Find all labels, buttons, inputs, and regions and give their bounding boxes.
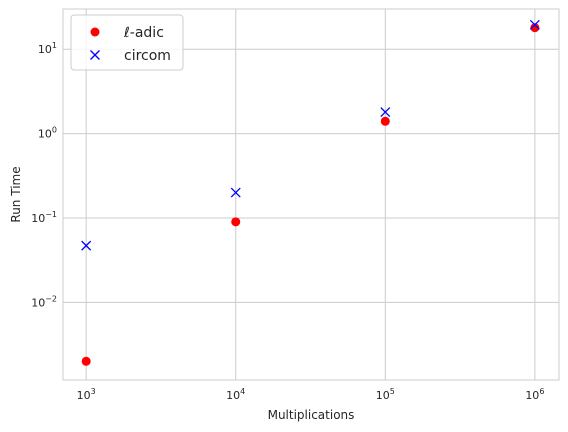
legend-marker-ladic [90, 27, 100, 37]
y-tick-label: 101 [38, 41, 57, 56]
legend: ℓ-adic circom [70, 14, 184, 71]
y-tick-base: 10 [31, 212, 45, 225]
plot-background [63, 9, 559, 380]
y-tick-label: 100 [38, 126, 57, 141]
ladic-point [380, 116, 390, 126]
x-tick-label: 106 [525, 387, 544, 402]
legend-marker-circom [90, 50, 100, 60]
y-tick-base: 10 [38, 43, 52, 56]
data-marks [81, 19, 540, 366]
x-tick-base: 10 [525, 389, 539, 402]
ladic-point [81, 356, 91, 366]
circom-point [81, 240, 92, 251]
x-tick-labels: 103 104 105 106 [77, 387, 545, 402]
legend-label-ladic: ℓ-adic [123, 25, 164, 41]
x-tick-label: 104 [226, 387, 245, 402]
y-tick-exponent: 1 [52, 41, 57, 50]
x-tick-label: 105 [376, 387, 395, 402]
x-tick-label: 103 [77, 387, 96, 402]
ladic-point [530, 23, 540, 33]
y-tick-exponent: −1 [45, 210, 57, 219]
plot-frame [62, 8, 560, 381]
legend-label-circom: circom [124, 48, 171, 64]
y-tick-base: 10 [31, 296, 45, 309]
legend-box [70, 14, 184, 71]
y-tick-exponent: −2 [45, 294, 57, 303]
x-axis-label: Multiplications [268, 408, 355, 422]
circom-point [230, 187, 241, 198]
circom-point [529, 19, 540, 30]
x-tick-exponent: 5 [390, 387, 395, 396]
x-tick-base: 10 [77, 389, 91, 402]
y-tick-base: 10 [38, 128, 52, 141]
circom-point [380, 107, 391, 118]
x-tick-base: 10 [226, 389, 240, 402]
x-tick-exponent: 4 [240, 387, 245, 396]
y-tick-label: 10−2 [31, 294, 57, 309]
y-tick-exponent: 0 [52, 126, 57, 135]
y-tick-label: 10−1 [31, 210, 57, 225]
x-tick-exponent: 3 [91, 387, 96, 396]
ladic-point [231, 217, 241, 227]
x-tick-base: 10 [376, 389, 390, 402]
x-tick-exponent: 6 [539, 387, 544, 396]
y-axis-label: Run Time [9, 166, 23, 222]
